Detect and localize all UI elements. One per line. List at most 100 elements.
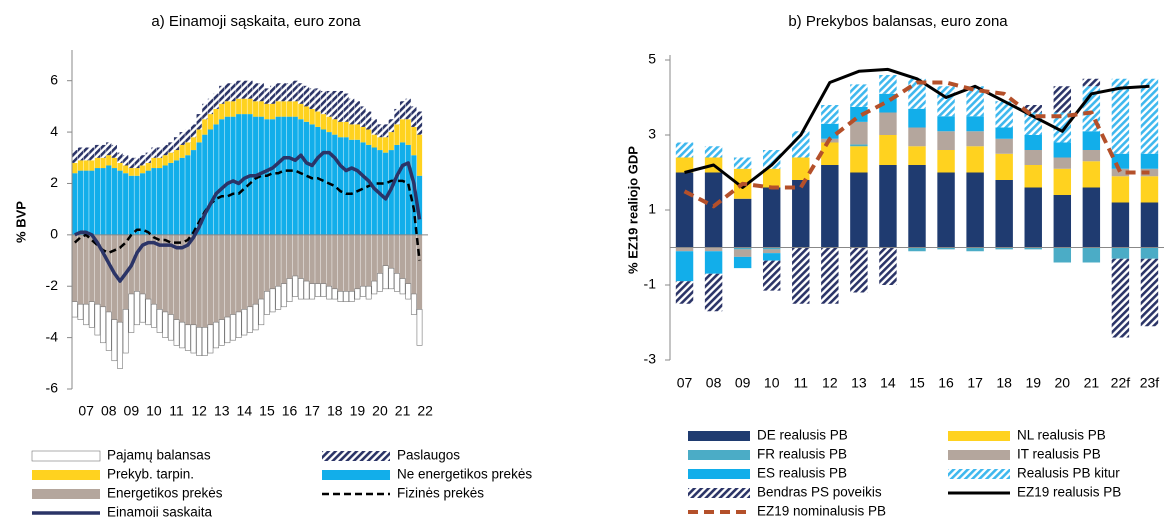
- bar: [343, 93, 349, 122]
- bar: [111, 144, 117, 158]
- x-tick-label: 10: [764, 375, 780, 391]
- bar: [354, 288, 361, 300]
- bar: [94, 234, 101, 305]
- bar: [908, 108, 926, 128]
- bar: [72, 162, 78, 174]
- bar: [1140, 202, 1159, 248]
- bar: [937, 150, 955, 173]
- bar: [219, 103, 225, 120]
- bar: [77, 303, 84, 320]
- bar: [1082, 150, 1101, 162]
- bar: [190, 137, 197, 151]
- x-tick-label: 21: [1084, 375, 1100, 391]
- bar: [303, 121, 310, 235]
- legend-label: Pajamų balansas: [107, 448, 211, 463]
- bar: [354, 139, 360, 235]
- bar: [145, 152, 151, 163]
- y-tick-label: -1: [644, 276, 657, 292]
- bar: [224, 101, 230, 117]
- bar: [371, 280, 378, 295]
- bar: [675, 142, 694, 158]
- bar: [258, 83, 264, 102]
- bar: [270, 103, 276, 120]
- bar: [230, 116, 236, 235]
- bar: [77, 160, 84, 171]
- bar: [966, 247, 984, 252]
- bar: [995, 180, 1013, 248]
- x-tick-label: 07: [677, 375, 693, 391]
- bar: [230, 101, 236, 117]
- bar: [1140, 176, 1159, 203]
- bar: [207, 114, 214, 130]
- bar: [937, 86, 955, 117]
- bar: [168, 152, 174, 163]
- bar: [151, 157, 157, 169]
- bar: [394, 124, 400, 145]
- x-tick-label: 08: [706, 375, 722, 391]
- bar: [675, 247, 694, 252]
- bar: [908, 146, 926, 165]
- bar: [292, 234, 298, 276]
- bar: [145, 162, 151, 171]
- bar: [281, 283, 287, 308]
- bar: [377, 273, 383, 292]
- bar: [371, 234, 377, 282]
- bar: [292, 80, 298, 102]
- bar: [411, 155, 417, 235]
- bar: [309, 283, 316, 300]
- bar: [320, 90, 327, 115]
- bar: [879, 165, 897, 248]
- legend-label: Prekyb. tarpin.: [107, 467, 194, 482]
- bar: [733, 247, 752, 250]
- bar: [190, 124, 197, 138]
- bar: [275, 234, 281, 287]
- bar: [349, 234, 355, 292]
- bar: [247, 98, 253, 115]
- legend-swatch: [32, 489, 100, 499]
- bar: [850, 121, 868, 145]
- bar: [236, 114, 242, 235]
- bar: [236, 80, 242, 99]
- bar: [377, 124, 383, 138]
- bar: [337, 137, 344, 235]
- line: [73, 169, 421, 261]
- bar: [111, 157, 117, 169]
- x-tick-label: 18: [327, 403, 343, 419]
- bar: [343, 234, 349, 292]
- bar: [354, 101, 360, 125]
- bar: [196, 129, 202, 143]
- bar: [762, 249, 781, 254]
- bar: [219, 85, 225, 104]
- bar: [1024, 150, 1042, 165]
- bar: [213, 321, 219, 349]
- bar: [173, 234, 180, 320]
- bar: [1053, 195, 1072, 248]
- bar: [123, 173, 129, 235]
- bar: [792, 180, 810, 248]
- bar: [879, 135, 897, 165]
- bar: [173, 160, 180, 235]
- x-tick-label: 12: [191, 403, 207, 419]
- bar: [173, 319, 180, 346]
- bar: [937, 172, 955, 248]
- bar: [218, 319, 225, 346]
- bar: [937, 131, 955, 150]
- bar: [411, 126, 417, 156]
- bar: [83, 234, 89, 305]
- bar: [128, 175, 134, 235]
- line: [683, 80, 1150, 209]
- bar: [100, 306, 106, 344]
- x-tick-label: 17: [967, 375, 983, 391]
- legend-label: Realusis PB kitur: [1017, 466, 1120, 481]
- bar: [241, 80, 247, 99]
- bar: [202, 119, 208, 135]
- bar: [879, 247, 897, 285]
- bar: [360, 142, 366, 235]
- bar: [173, 137, 180, 151]
- bar: [286, 116, 293, 235]
- bar: [383, 124, 389, 138]
- bar: [123, 155, 129, 166]
- bar: [1053, 112, 1072, 143]
- bar: [185, 129, 191, 143]
- legend-label: Fizinės prekės: [397, 486, 484, 501]
